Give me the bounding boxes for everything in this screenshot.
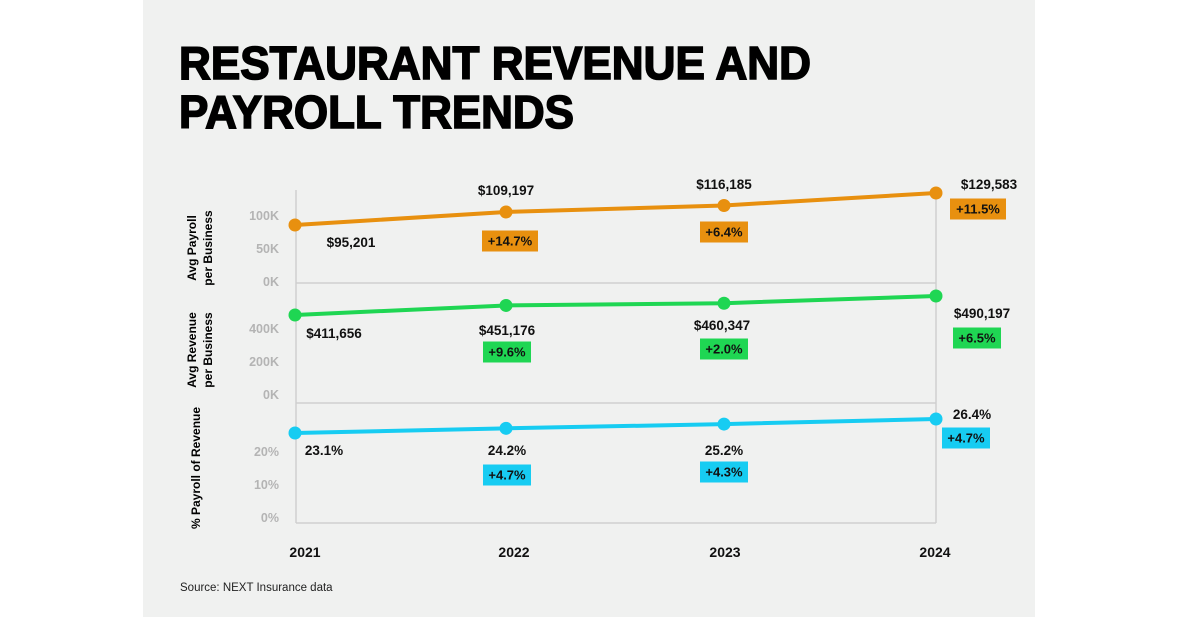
x-tick-label: 2024 bbox=[919, 544, 950, 560]
payroll-pct-series: 23.1% 24.2% +4.7% 25.2% +4.3% 26.4% +4.7% bbox=[288, 407, 991, 486]
payroll-point bbox=[929, 186, 943, 200]
payroll-pct-point bbox=[499, 421, 513, 435]
payroll-point bbox=[499, 205, 513, 219]
revenue-value-label: $451,176 bbox=[479, 323, 536, 338]
payroll-axis-label: Avg Payroll bbox=[185, 215, 199, 281]
revenue-value-label: $490,197 bbox=[954, 306, 1010, 321]
chart-title-line-1: RESTAURANT REVENUE AND bbox=[179, 37, 811, 89]
y-tick-label: 400K bbox=[249, 322, 279, 336]
y-tick-label: 20% bbox=[254, 445, 279, 459]
payroll-pct-change-label: +4.3% bbox=[705, 465, 743, 480]
payroll-pct-change-badge bbox=[942, 427, 990, 449]
payroll-pct-point bbox=[717, 417, 731, 431]
payroll-change-badge bbox=[482, 230, 538, 252]
y-tick-label: 0K bbox=[263, 388, 279, 402]
chart-title-line-2: PAYROLL TRENDS bbox=[179, 86, 574, 138]
payroll-value-label: $129,583 bbox=[961, 177, 1018, 192]
payroll-series: $95,201 $109,197 +14.7% $116,185 +6.4% $129,5… bbox=[288, 177, 1018, 252]
y-tick-label: 0K bbox=[263, 275, 279, 289]
y-tick-label: 200K bbox=[249, 355, 279, 369]
payroll-pct-line bbox=[294, 417, 937, 435]
y-tick-label: 10% bbox=[254, 478, 279, 492]
payroll-point bbox=[288, 218, 302, 232]
revenue-point bbox=[717, 296, 731, 310]
revenue-value-label: $460,347 bbox=[694, 318, 750, 333]
payroll-pct-value-label: 26.4% bbox=[953, 407, 991, 422]
y-tick-label: 50K bbox=[256, 242, 279, 256]
payroll-axis-label: per Business bbox=[201, 210, 215, 286]
payroll-value-label: $109,197 bbox=[478, 183, 534, 198]
payroll-pct-point bbox=[288, 426, 302, 440]
payroll-pct-change-label: +4.7% bbox=[947, 431, 985, 446]
revenue-point bbox=[499, 298, 513, 312]
y-tick-label: 100K bbox=[249, 209, 279, 223]
payroll-change-badge bbox=[700, 221, 748, 243]
revenue-change-label: +9.6% bbox=[488, 345, 526, 360]
revenue-value-label: $411,656 bbox=[306, 326, 362, 341]
revenue-series: $411,656 $451,176 +9.6% $460,347 +2.0% $490,1… bbox=[288, 289, 1010, 363]
payroll-change-label: +11.5% bbox=[956, 202, 1000, 217]
revenue-change-label: +6.5% bbox=[958, 331, 996, 346]
revenue-axis-label: per Business bbox=[201, 312, 215, 388]
payroll-pct-value-label: 25.2% bbox=[705, 443, 743, 458]
revenue-axis-label: Avg Revenue bbox=[185, 312, 199, 388]
revenue-line bbox=[294, 294, 937, 317]
payroll-pct-change-badge bbox=[483, 464, 531, 486]
payroll-pct-change-label: +4.7% bbox=[488, 468, 526, 483]
revenue-point bbox=[929, 289, 943, 303]
payroll-change-badge bbox=[950, 198, 1006, 220]
payroll-value-label: $116,185 bbox=[696, 177, 752, 192]
revenue-change-badge bbox=[700, 338, 748, 360]
chart-background bbox=[143, 0, 1035, 617]
payroll-point bbox=[717, 198, 731, 212]
revenue-change-badge bbox=[483, 341, 531, 363]
source-note: Source: NEXT Insurance data bbox=[180, 582, 333, 594]
x-tick-label: 2023 bbox=[709, 544, 740, 560]
payroll-pct-value-label: 23.1% bbox=[305, 443, 343, 458]
payroll-value-label: $95,201 bbox=[327, 235, 376, 250]
revenue-change-badge bbox=[953, 327, 1001, 349]
revenue-point bbox=[288, 308, 302, 322]
payroll-line bbox=[294, 191, 937, 227]
y-tick-label: 0% bbox=[261, 511, 279, 525]
payroll-change-label: +14.7% bbox=[488, 234, 533, 249]
payroll-change-label: +6.4% bbox=[705, 225, 743, 240]
payroll-pct-change-badge bbox=[700, 461, 748, 483]
payroll-pct-point bbox=[929, 412, 943, 426]
x-tick-label: 2021 bbox=[289, 544, 320, 560]
payroll-pct-value-label: 24.2% bbox=[488, 443, 526, 458]
x-tick-label: 2022 bbox=[498, 544, 529, 560]
revenue-change-label: +2.0% bbox=[705, 342, 743, 357]
payroll-pct-axis-label: % Payroll of Revenue bbox=[189, 407, 203, 529]
